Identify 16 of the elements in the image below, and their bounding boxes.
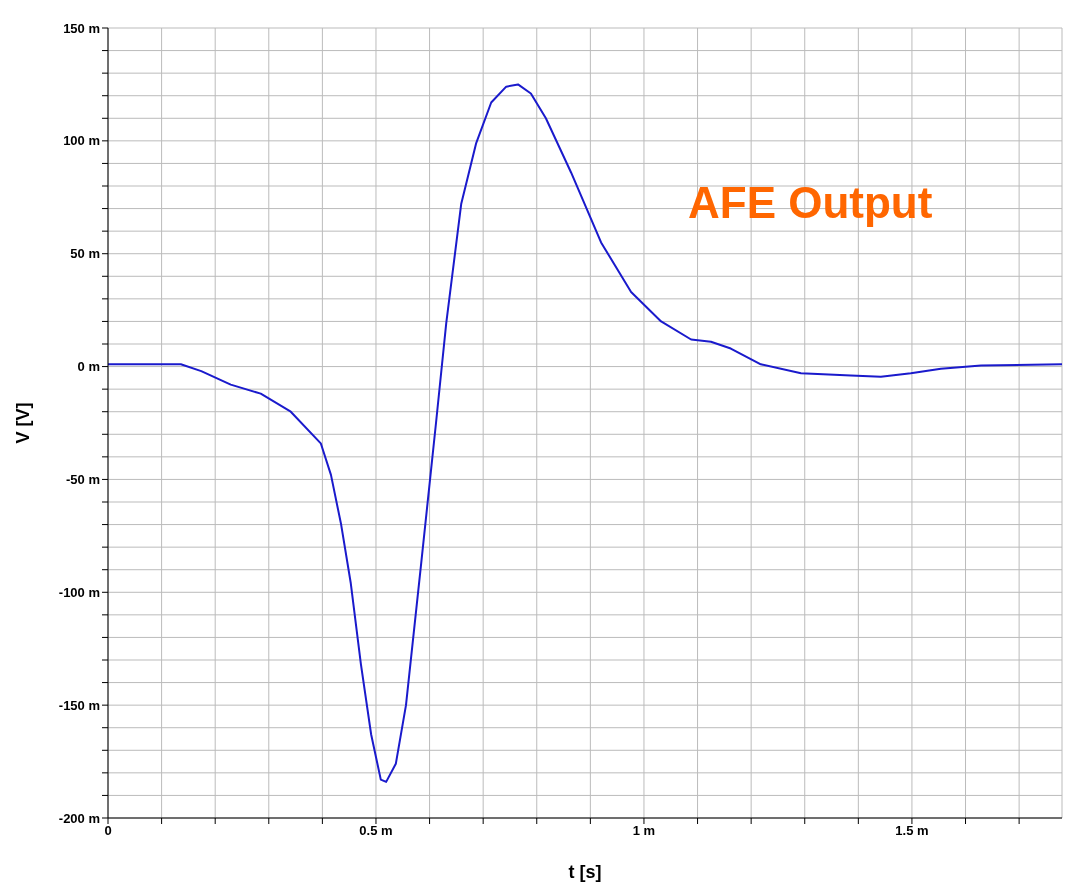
y-tick-label: 0 m (77, 359, 100, 375)
x-tick-label: 1 m (632, 823, 656, 839)
y-tick-label: -100 m (58, 584, 100, 600)
annotation: AFE Output (688, 178, 933, 228)
y-tick-label: -150 m (58, 697, 100, 713)
x-tick-label: 0.5 m (359, 823, 393, 839)
y-tick-label: 100 m (63, 133, 100, 149)
y-tick-label: -200 m (58, 810, 100, 826)
x-axis-title: t [s] (568, 862, 602, 882)
x-tick-label: 1.5 m (895, 823, 929, 839)
y-tick-label: -50 m (66, 472, 100, 488)
y-tick-label: 150 m (63, 20, 100, 36)
x-tick-label: 0 (104, 823, 112, 839)
y-axis-title: V [V] (13, 402, 34, 444)
y-tick-label: 50 m (70, 246, 100, 262)
line-series (108, 83, 1062, 783)
